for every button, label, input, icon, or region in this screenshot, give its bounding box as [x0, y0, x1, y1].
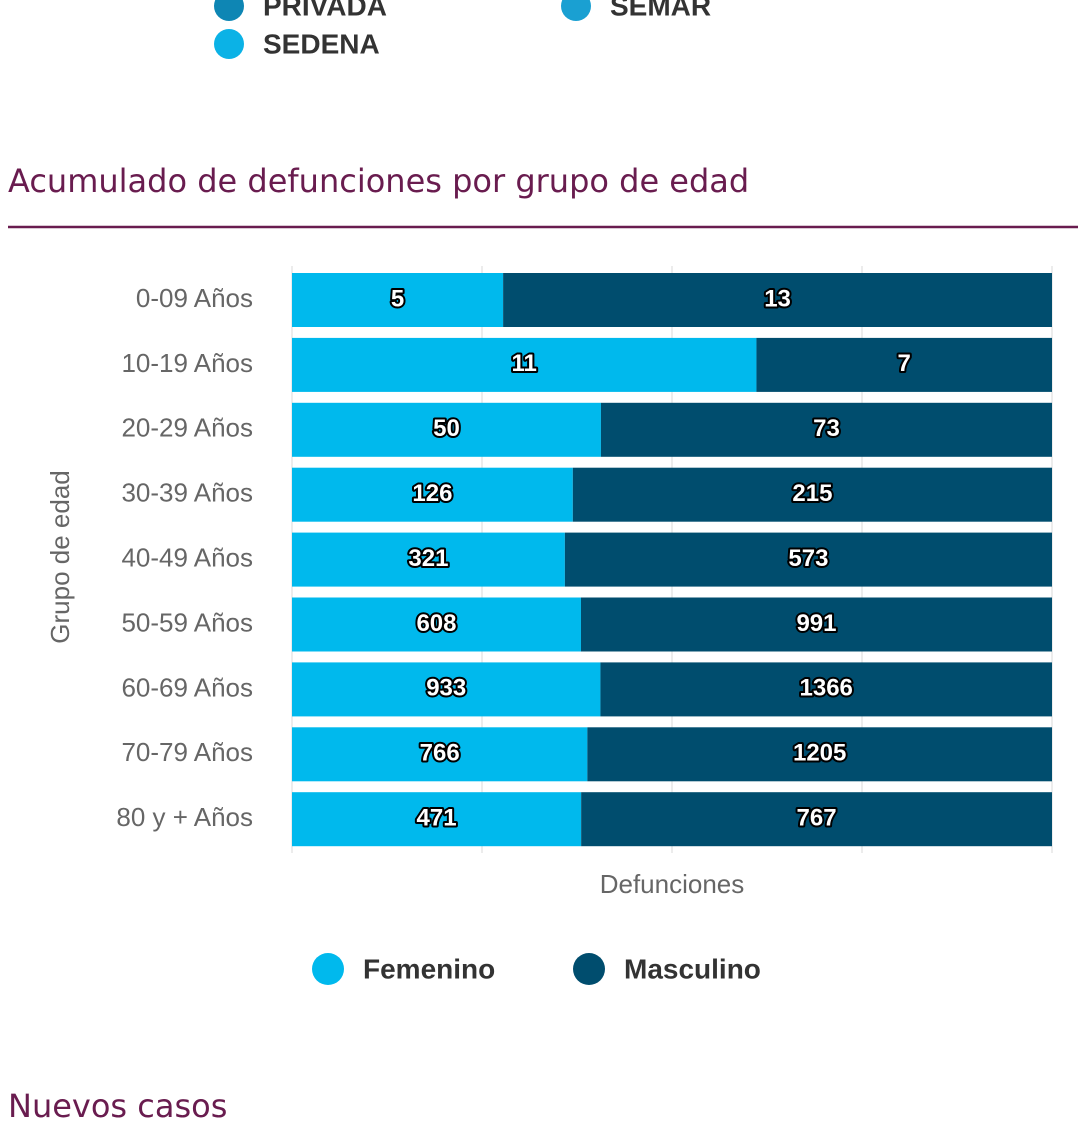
bar-segment	[580, 597, 1052, 652]
y-tick-label: 10-19 Años	[121, 348, 253, 378]
bar-segment	[587, 727, 1052, 782]
legend-label: SEDENA	[263, 28, 380, 59]
data-label: 215	[792, 480, 832, 507]
data-label: 50	[433, 415, 460, 442]
y-axis-title: Grupo de edad	[45, 470, 75, 643]
bar-segment	[292, 532, 565, 587]
data-label: 766	[420, 740, 460, 767]
bar-segment	[600, 402, 1052, 457]
data-label: 126	[412, 480, 452, 507]
y-tick-label: 80 y + Años	[116, 802, 253, 832]
x-axis-title: Defunciones	[600, 869, 745, 899]
legend-label: Masculino	[624, 953, 761, 984]
data-label: 11	[512, 350, 537, 377]
y-tick-label: 20-29 Años	[121, 413, 253, 443]
legend-label: Femenino	[363, 953, 495, 984]
y-tick-label: 50-59 Años	[121, 607, 253, 637]
legend-swatch	[561, 0, 591, 21]
data-label: 991	[796, 610, 836, 637]
y-tick-label: 60-69 Años	[121, 672, 253, 702]
bar-segment	[564, 532, 1052, 587]
data-label: 767	[797, 805, 837, 832]
bar-segment	[292, 597, 581, 652]
data-label: 1366	[800, 675, 853, 702]
bar-segment	[292, 337, 757, 392]
data-label: 321	[408, 545, 448, 572]
legend-label: PRIVADA	[263, 0, 387, 21]
y-tick-label: 40-49 Años	[121, 542, 253, 572]
data-label: 5	[391, 285, 404, 312]
y-tick-label: 70-79 Años	[121, 737, 253, 767]
bar-segment	[572, 467, 1052, 522]
data-label: 73	[813, 415, 840, 442]
legend-swatch	[573, 953, 605, 985]
legend-swatch	[312, 953, 344, 985]
legend-swatch	[214, 0, 244, 21]
bar-segment	[600, 662, 1052, 717]
y-tick-label: 30-39 Años	[121, 478, 253, 508]
data-label: 573	[788, 545, 828, 572]
data-label: 1205	[793, 740, 846, 767]
bar-segment	[292, 727, 588, 782]
y-tick-label: 0-09 Años	[136, 283, 253, 313]
legend-label: SEMAR	[610, 0, 711, 21]
bar-segment	[292, 402, 601, 457]
data-label: 13	[764, 285, 791, 312]
data-label: 471	[417, 805, 457, 832]
bar-segment	[292, 273, 504, 327]
data-label: 7	[898, 350, 911, 377]
section-title: Acumulado de defunciones por grupo de ed…	[8, 162, 749, 200]
bar-segment	[292, 467, 573, 522]
bar-segment	[756, 337, 1052, 392]
data-label: 608	[416, 610, 456, 637]
data-label: 933	[426, 675, 466, 702]
bar-segment	[292, 662, 601, 717]
bar-segment	[581, 792, 1052, 847]
bar-segment	[292, 792, 582, 847]
legend-swatch	[214, 29, 244, 59]
next-section-title: Nuevos casos	[8, 1087, 227, 1123]
bar-segment	[503, 273, 1053, 327]
